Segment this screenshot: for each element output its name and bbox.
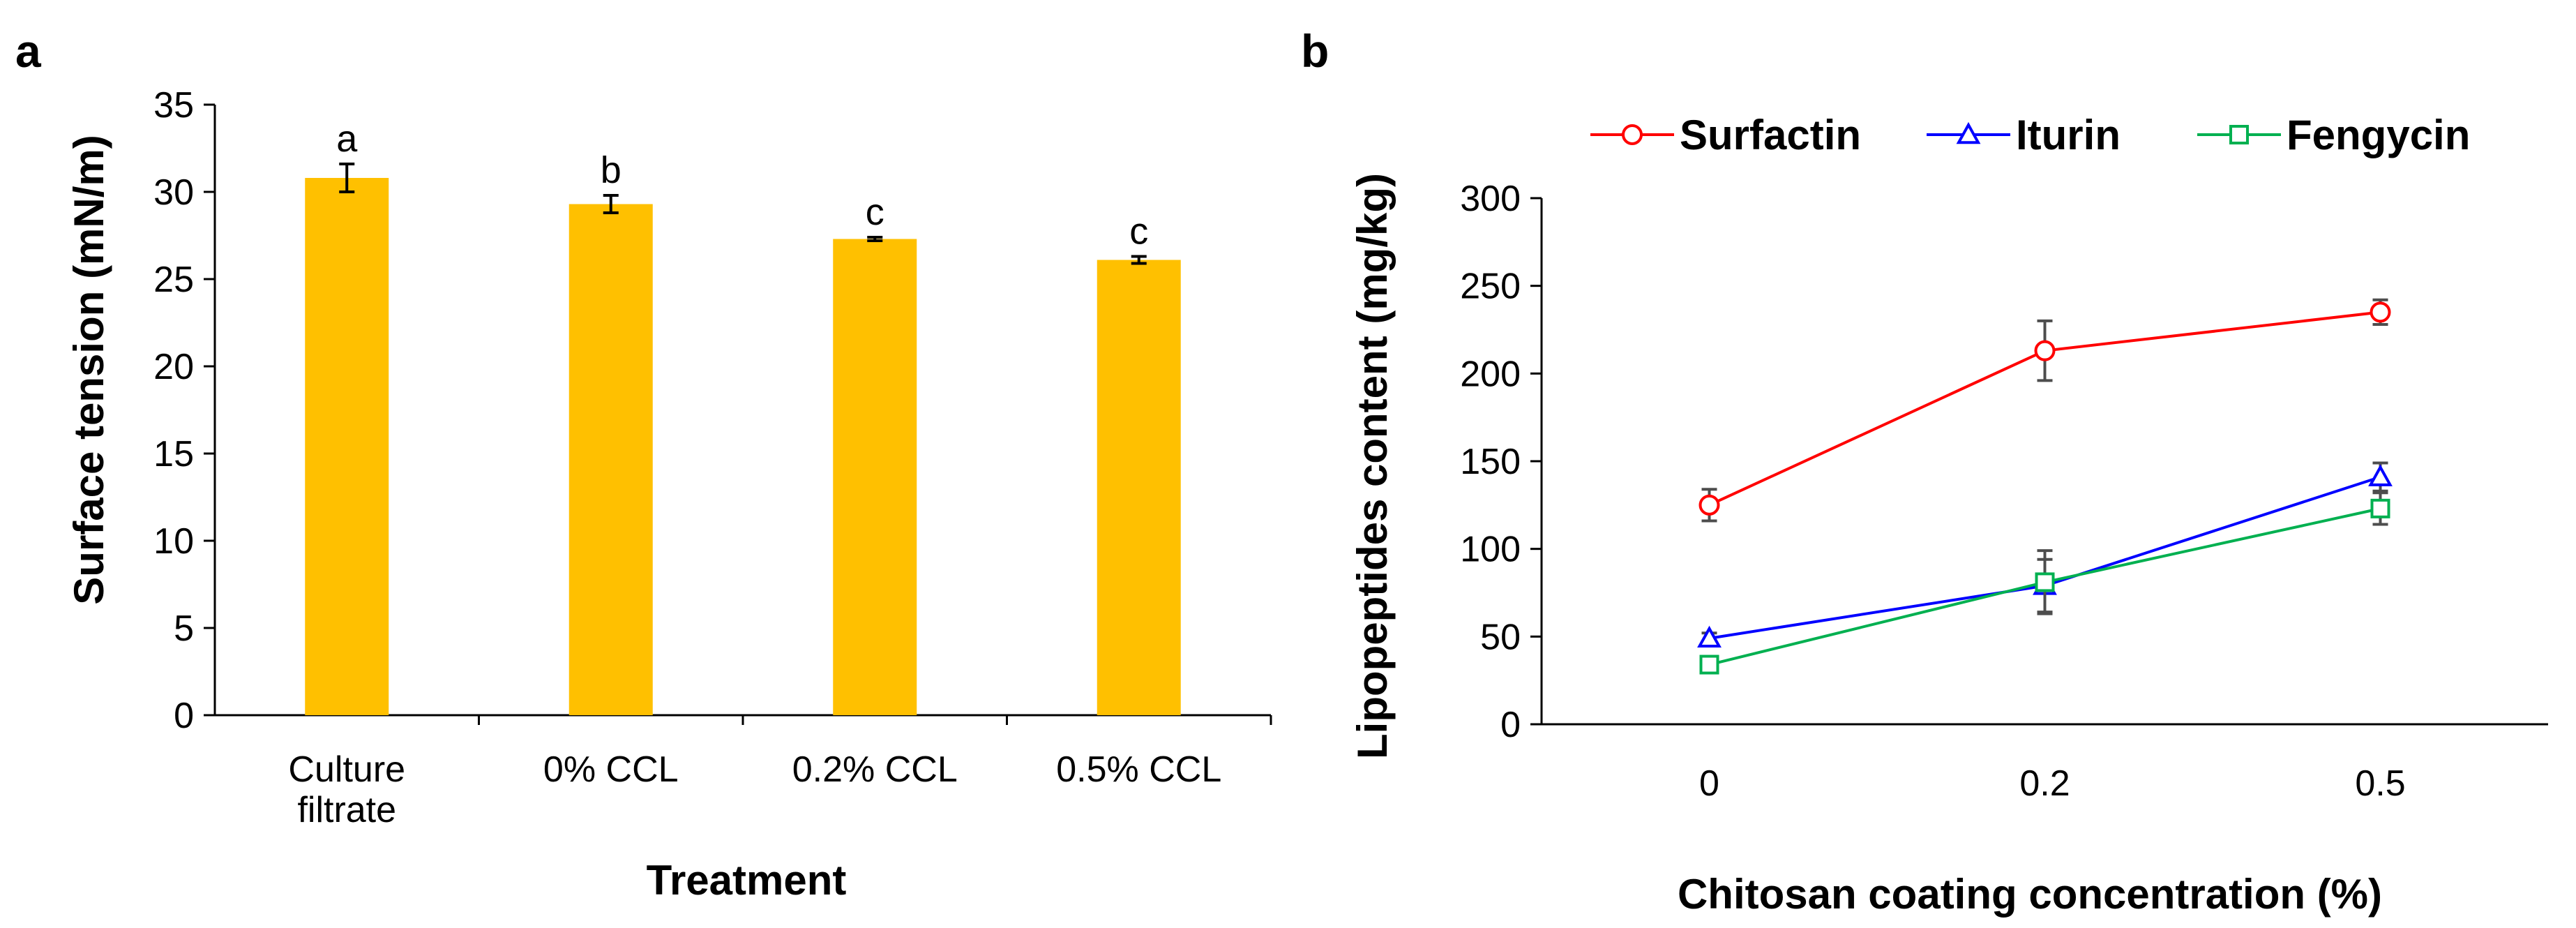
- panel-b-y-tick-label: 250: [1460, 267, 1521, 307]
- panel-a-y-tick-label: 15: [153, 434, 194, 474]
- panel-a-y-tick-label: 30: [153, 172, 194, 213]
- legend-entry-iturin: Iturin: [1927, 112, 2121, 158]
- panel-a-y-tick-label: 35: [153, 85, 194, 126]
- panel-a-y-tick-label: 0: [174, 696, 194, 736]
- panel-a-x-axis-title: Treatment: [647, 857, 847, 904]
- panel-b-x-tick-label: 0.5: [2355, 763, 2405, 804]
- panel-a-y-tick-label: 5: [174, 608, 194, 649]
- panel-a-bar: [833, 239, 917, 715]
- panel-a-x-tick-label: filtrate: [297, 790, 396, 830]
- panel-a-y-ticks: 0 5 10 15 20 25 30 35: [153, 85, 215, 736]
- panel-b-legend: Surfactin Iturin Fengycin: [1590, 112, 2470, 158]
- panel-a-significance-letter: b: [601, 149, 622, 191]
- panel-b-y-tick-label: 200: [1460, 354, 1521, 394]
- legend-label-surfactin: Surfactin: [1680, 112, 1861, 158]
- panel-b-y-tick-label: 0: [1500, 705, 1521, 745]
- panel-a-significance-letter: c: [1129, 211, 1148, 253]
- panel-b-x-tick-label: 0.2: [2019, 763, 2070, 804]
- series-fengycin-point: [2035, 572, 2055, 592]
- panel-a-bar-chart: a Surface tension (mN/m) Treatment 0 5 10 1…: [15, 25, 1272, 904]
- series-iturin-point: [1697, 625, 1722, 648]
- panel-b-y-axis-title: Lipopeptides content (mg/kg): [1349, 173, 1396, 759]
- series-surfactin-point: [2034, 340, 2056, 361]
- panel-a-bars: [305, 178, 1181, 715]
- series-iturin-point: [2368, 464, 2393, 486]
- panel-a-y-tick-label: 10: [153, 521, 194, 562]
- legend-marker-fengycin: [2229, 125, 2249, 144]
- panel-a-bar: [568, 204, 653, 715]
- panel-b-series: [1697, 298, 2393, 675]
- legend-entry-surfactin: Surfactin: [1590, 112, 1861, 158]
- panel-a-y-tick-label: 25: [153, 260, 194, 300]
- series-fengycin-point: [1699, 654, 1719, 675]
- panel-b-x-tick-labels: 0 0.2 0.5: [1699, 763, 2406, 804]
- series-surfactin: [1698, 298, 2391, 523]
- panel-a-x-tick-label: 0% CCL: [543, 749, 679, 790]
- panel-a-error-bars: [339, 163, 1147, 265]
- panel-b-x-axis-title: Chitosan coating concentration (%): [1678, 871, 2382, 918]
- panel-a-significance-letter: c: [866, 191, 884, 233]
- panel-b-y-tick-label: 100: [1460, 530, 1521, 570]
- panel-b-y-tick-label: 300: [1460, 179, 1521, 219]
- panel-b-y-tick-label: 50: [1480, 617, 1521, 657]
- series-fengycin-point: [2370, 498, 2390, 518]
- panel-a-x-tick-label: 0.5% CCL: [1056, 749, 1221, 790]
- series-surfactin-point: [2370, 301, 2391, 323]
- panel-a-bar: [1097, 260, 1181, 715]
- legend-marker-iturin: [1956, 121, 1981, 144]
- panel-a-x-tick-label: Culture: [288, 749, 405, 790]
- legend-label-iturin: Iturin: [2016, 112, 2121, 158]
- panel-a-significance-letter: a: [336, 118, 358, 160]
- panel-a-y-tick-label: 20: [153, 347, 194, 387]
- series-fengycin: [1699, 491, 2390, 675]
- legend-marker-surfactin: [1622, 124, 1643, 145]
- panel-b-x-tick-label: 0: [1699, 763, 1719, 804]
- series-surfactin-point: [1698, 494, 1720, 516]
- panel-a-y-axis-title: Surface tension (mN/m): [66, 135, 112, 604]
- panel-b-letter: b: [1301, 25, 1329, 77]
- panel-a-significance-letters: a b c c: [336, 118, 1148, 253]
- panel-b-y-tick-label: 150: [1460, 442, 1521, 482]
- legend-entry-fengycin: Fengycin: [2197, 112, 2470, 158]
- legend-label-fengycin: Fengycin: [2287, 112, 2470, 158]
- panel-a-x-tick-label: 0.2% CCL: [792, 749, 958, 790]
- panel-a-letter: a: [15, 25, 42, 77]
- panel-b-line-chart: b Lipopeptides content (mg/kg) Chitosan …: [1301, 25, 2548, 918]
- panel-b-y-ticks: 0 50 100 150 200 250 300: [1460, 179, 1542, 745]
- panel-a-bar: [305, 178, 389, 715]
